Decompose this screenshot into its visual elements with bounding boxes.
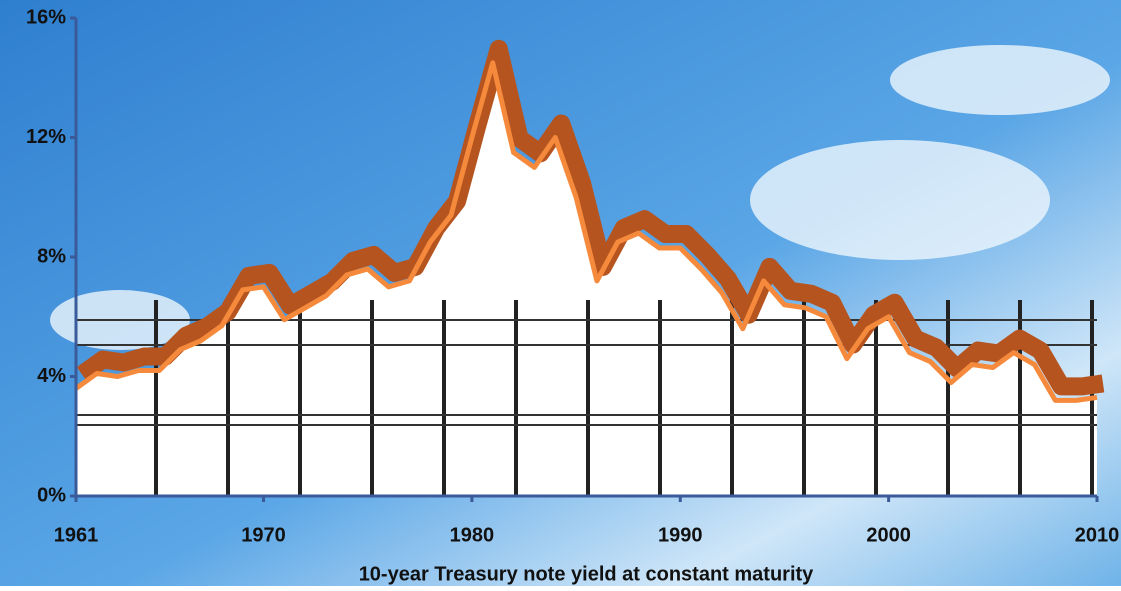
- x-axis-label: 10-year Treasury note yield at constant …: [359, 563, 814, 585]
- y-tick-label: 4%: [37, 365, 66, 387]
- y-tick-label: 0%: [37, 484, 66, 506]
- line: [74, 60, 1098, 403]
- x-tick-label: 1961: [54, 524, 99, 546]
- x-tick-label: 2000: [866, 524, 911, 546]
- area-under-line: [76, 62, 1097, 496]
- x-tick-label: 1990: [658, 524, 703, 546]
- cloud: [890, 45, 1110, 115]
- x-tick-label: 1970: [241, 524, 286, 546]
- plot: 0% 4% 8% 12% 16% 1961 1970 1980 1990 2000 2010: [26, 6, 1119, 546]
- cloud: [750, 140, 1050, 260]
- track-shadow: [76, 39, 1105, 396]
- x-tick-label: 1980: [450, 524, 495, 546]
- y-tick-label: 8%: [37, 245, 66, 267]
- y-tick-label: 16%: [26, 6, 66, 28]
- y-tick-label: 12%: [26, 126, 66, 148]
- x-tick-label: 2010: [1075, 524, 1120, 546]
